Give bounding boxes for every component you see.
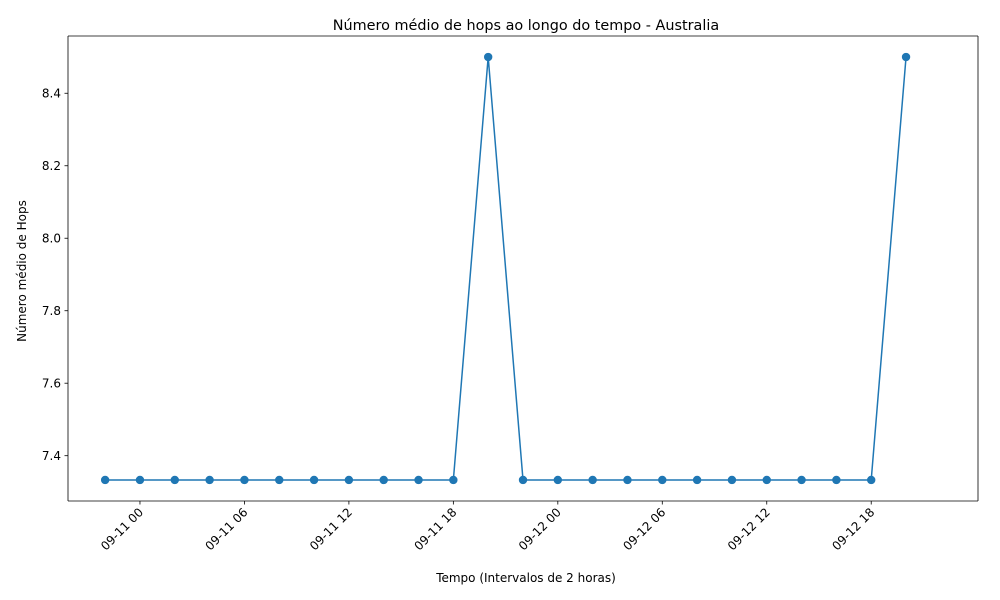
y-tick-label: 7.8	[42, 304, 61, 318]
data-point	[727, 475, 737, 485]
y-tick-label: 7.6	[42, 377, 61, 391]
y-axis-label: Número médio de Hops	[15, 200, 29, 342]
data-point	[205, 475, 214, 485]
data-point	[414, 475, 423, 485]
chart-title: Número médio de hops ao longo do tempo -…	[333, 18, 719, 34]
data-point	[588, 475, 597, 485]
data-point	[867, 475, 876, 485]
plot-layer	[100, 52, 911, 485]
data-point	[135, 475, 145, 485]
data-point	[658, 475, 667, 485]
y-tick-label: 8.0	[42, 232, 61, 246]
data-point	[797, 475, 806, 485]
data-point	[275, 475, 284, 485]
data-point	[518, 475, 528, 485]
data-point	[100, 475, 110, 485]
data-point	[762, 475, 771, 485]
y-tick-label: 8.2	[42, 159, 61, 173]
data-point	[344, 475, 354, 485]
data-point	[901, 52, 911, 62]
data-point	[240, 475, 249, 485]
series-line	[105, 56, 907, 481]
y-tick-label: 8.4	[42, 87, 61, 101]
x-axis-label: Tempo (Intervalos de 2 horas)	[435, 571, 616, 585]
data-point	[309, 475, 319, 485]
data-point	[553, 475, 563, 485]
data-point	[170, 475, 179, 485]
data-point	[483, 52, 493, 62]
data-point	[623, 475, 632, 485]
data-point	[449, 475, 458, 485]
y-tick-label: 7.4	[42, 449, 61, 463]
data-point	[379, 475, 388, 485]
data-point	[692, 475, 702, 485]
data-point	[832, 475, 841, 485]
